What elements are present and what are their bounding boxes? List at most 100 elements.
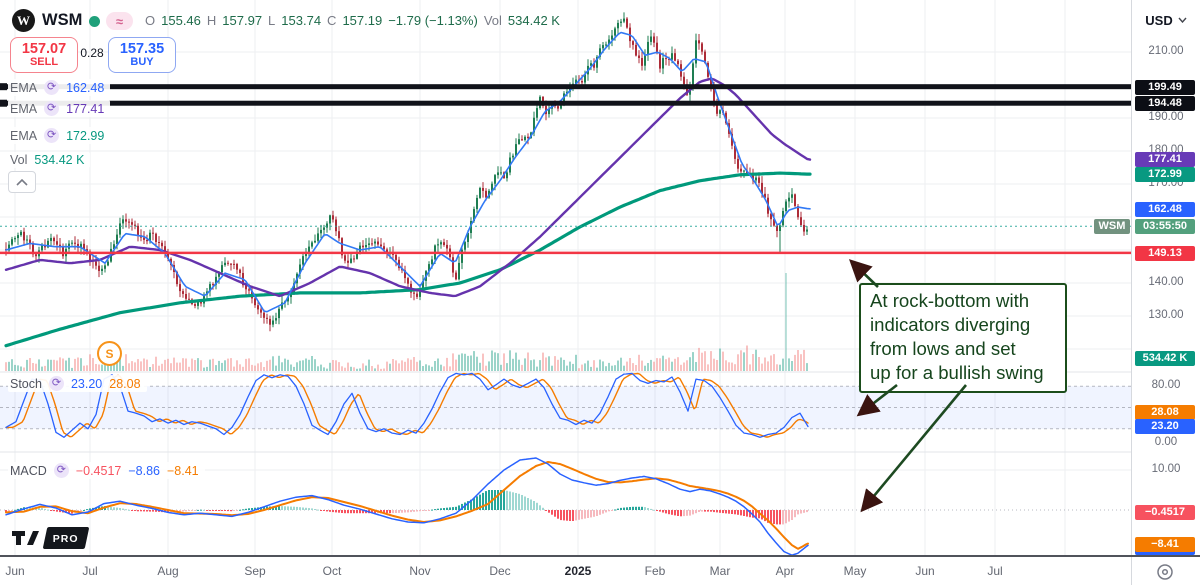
volume-label: Vol	[483, 13, 502, 28]
legend-ema-slow[interactable]: EMA ⟳ 172.99	[8, 127, 111, 144]
ema-lines	[4, 31, 812, 348]
legend-ema-mid[interactable]: EMA ⟳ 177.41	[8, 100, 111, 117]
volume-axis-label: 534.42 K	[1135, 351, 1195, 366]
macd-line-value: −8.86	[128, 463, 160, 478]
axis-tick: 80.00	[1151, 379, 1181, 391]
high-label: H	[206, 13, 217, 28]
currency-dropdown[interactable]: USD	[1139, 8, 1193, 32]
macd-hist-axis-label: −0.4517	[1135, 505, 1195, 520]
axis-settings-button[interactable]	[1145, 562, 1185, 582]
annotation-line: indicators diverging	[870, 314, 1031, 335]
time-axis-label: Jun	[5, 564, 25, 578]
ema-slow-axis-label: 172.99	[1135, 167, 1195, 182]
macd-hist-value: −0.4517	[75, 463, 122, 478]
annotation-line: At rock-bottom with	[870, 290, 1030, 311]
split-event-marker[interactable]: S	[97, 341, 122, 366]
low-label: L	[268, 13, 276, 28]
indicator-loading-icon[interactable]: ⟳	[44, 128, 60, 143]
buy-label: BUY	[130, 55, 154, 68]
axis-tick: 0.00	[1154, 436, 1178, 448]
indicator-loading-icon[interactable]: ⟳	[53, 463, 69, 478]
sell-button[interactable]: 157.07 SELL	[10, 37, 78, 73]
chevron-down-icon	[1178, 17, 1187, 23]
ohlc-readout: O 155.46 H 157.97 L 153.74 C 157.19 −1.79 (−…	[145, 13, 560, 28]
ema-slow-value: 172.99	[66, 128, 105, 143]
time-axis-label: 2025	[564, 564, 592, 578]
time-axis-label: Dec	[489, 564, 511, 578]
axis-tick: 10.00	[1151, 463, 1181, 475]
stoch-d-value: 28.08	[109, 376, 141, 391]
indicator-loading-icon[interactable]: ⟳	[44, 101, 60, 116]
approx-data-icon[interactable]: ≈	[106, 12, 133, 30]
annotation-line: from lows and set	[870, 338, 1016, 359]
time-axis-label: Nov	[409, 564, 431, 578]
buy-price: 157.35	[119, 40, 165, 57]
low-value: 153.74	[281, 13, 322, 28]
ema-fast-value: 162.48	[66, 80, 105, 95]
chevron-up-icon	[16, 178, 28, 186]
symbol-logo[interactable]: W	[12, 9, 35, 32]
change-value: −1.79 (−1.13%)	[388, 13, 478, 28]
ema-fast-axis-label: 162.48	[1135, 202, 1195, 217]
close-label: C	[327, 13, 337, 28]
indicator-loading-icon[interactable]: ⟳	[44, 80, 60, 95]
stoch-d-axis-label: 28.08	[1135, 405, 1195, 420]
stoch-k-value: 23.20	[70, 376, 103, 391]
tradingview-pro-logo[interactable]: PRO	[12, 527, 90, 549]
legend-volume[interactable]: Vol 534.42 K	[8, 152, 91, 168]
stoch-band	[0, 385, 1131, 511]
support-axis-label: 149.13	[1135, 246, 1195, 261]
annotation-line: up for a bullish swing	[870, 362, 1044, 383]
symbol-logo-letter: W	[17, 12, 30, 28]
time-axis-label: May	[843, 564, 867, 578]
spread-value: 0.28	[80, 46, 104, 60]
time-axis-label: Apr	[775, 564, 795, 578]
macd-signal-value: −8.41	[167, 463, 199, 478]
time-axis-label: Jul	[82, 564, 98, 578]
symbol-name[interactable]: WSM	[42, 11, 83, 29]
price-axis[interactable]: USD 210.00 190.00 180.00 170.00 140.00 130.00…	[1131, 0, 1200, 585]
gear-icon	[1157, 564, 1173, 580]
ema-mid-value: 177.41	[66, 101, 105, 116]
macd-signal-axis-label: −8.41	[1135, 537, 1195, 552]
macd-plot	[5, 457, 809, 556]
annotation-note[interactable]: At rock-bottom with indicators diverging…	[859, 283, 1067, 393]
time-axis-label: Feb	[644, 564, 666, 578]
time-axis-label: Jun	[915, 564, 935, 578]
volume-value: 534.42 K	[507, 13, 560, 28]
time-axis-label: Mar	[709, 564, 731, 578]
stoch-k-axis-label: 23.20	[1135, 419, 1195, 434]
high-value: 157.97	[222, 13, 263, 28]
last-price-symbol-chip: WSM	[1094, 219, 1130, 234]
axis-tick: 210.00	[1148, 45, 1184, 57]
axis-tick: 140.00	[1148, 276, 1184, 288]
time-axis-label: Jul	[987, 564, 1003, 578]
collapse-legend-button[interactable]	[8, 171, 36, 193]
stoch-plot	[5, 372, 809, 438]
market-status-icon[interactable]	[89, 16, 100, 27]
sell-price: 157.07	[21, 40, 67, 57]
volume-legend-value: 534.42 K	[34, 153, 85, 167]
time-axis-label: Aug	[157, 564, 179, 578]
axis-tick: 190.00	[1148, 111, 1184, 123]
legend-stoch[interactable]: Stoch ⟳ 23.20 28.08	[8, 375, 147, 392]
resistance-label-1: 199.49	[1135, 80, 1195, 95]
price-levels[interactable]	[0, 83, 1131, 255]
time-axis[interactable]: Jun Jul Aug Sep Oct Nov Dec 2025 Feb Mar Apr May Jun…	[0, 558, 1131, 585]
axis-tick: 130.00	[1148, 309, 1184, 321]
pro-badge: PRO	[42, 527, 90, 549]
buy-button[interactable]: 157.35 BUY	[108, 37, 176, 73]
legend-ema-fast[interactable]: EMA ⟳ 162.48	[8, 79, 111, 96]
time-axis-label: Sep	[244, 564, 266, 578]
resistance-label-2: 194.48	[1135, 96, 1195, 111]
time-axis-label: Oct	[322, 564, 342, 578]
sell-label: SELL	[29, 55, 59, 68]
pane-separator[interactable]	[0, 555, 1200, 557]
countdown-label: 03:55:50	[1135, 219, 1195, 234]
open-label: O	[145, 13, 156, 28]
tradingview-icon	[12, 531, 39, 545]
indicator-loading-icon[interactable]: ⟳	[48, 376, 64, 391]
legend-macd[interactable]: MACD ⟳ −0.4517 −8.86 −8.41	[8, 462, 205, 479]
ema-mid-axis-label: 177.41	[1135, 152, 1195, 167]
